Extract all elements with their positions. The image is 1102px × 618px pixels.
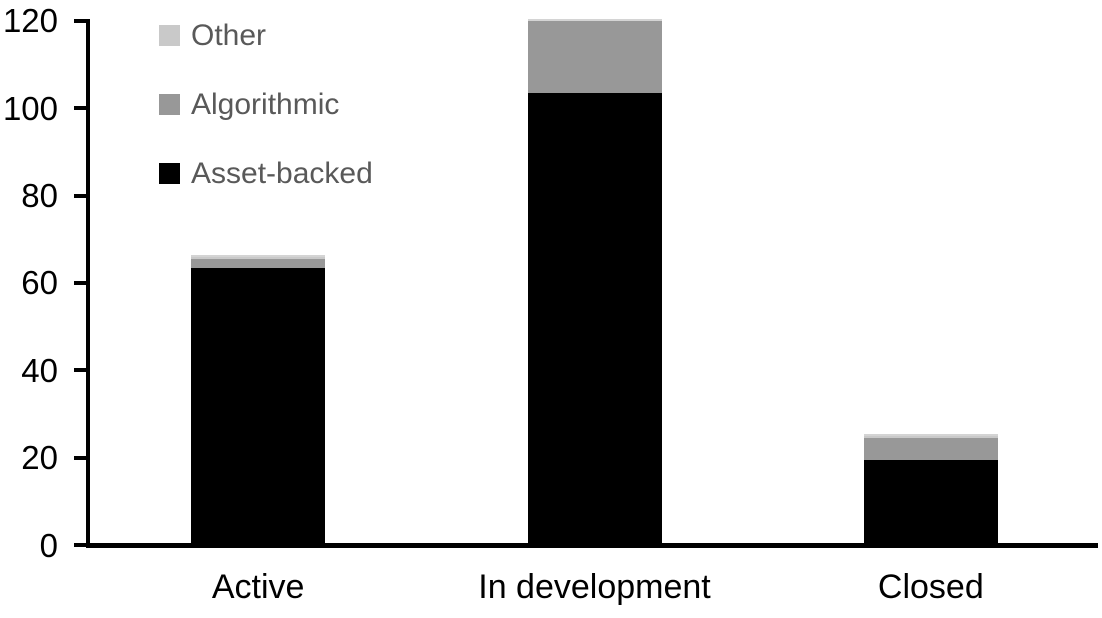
x-category-label-in-development: In development	[478, 568, 711, 606]
legend-item-other: Other	[159, 20, 373, 50]
y-tick-label-120: 120	[2, 2, 58, 40]
legend-swatch-other-icon	[159, 25, 180, 46]
y-tick	[74, 543, 88, 547]
y-tick-label-60: 60	[21, 264, 58, 302]
bar-segment-closed-asset-backed	[864, 460, 998, 543]
y-tick-label-80: 80	[21, 177, 58, 215]
legend-label-algorithmic: Algorithmic	[191, 87, 340, 121]
bar-segment-closed-algorithmic	[864, 438, 998, 461]
y-tick-label-100: 100	[2, 89, 58, 127]
bar-segment-active-other	[191, 254, 325, 260]
y-tick	[74, 280, 88, 285]
bar-segment-active-asset-backed	[191, 267, 325, 543]
y-tick-label-0: 0	[39, 526, 58, 564]
x-axis-line	[86, 543, 1098, 548]
bar-segment-active-algorithmic	[191, 259, 325, 268]
y-axis-line	[86, 19, 90, 548]
legend-item-asset-backed: Asset-backed	[159, 158, 373, 188]
legend-label-asset-backed: Asset-backed	[191, 156, 373, 190]
y-tick-label-40: 40	[21, 351, 58, 389]
y-tick-label-20: 20	[21, 439, 58, 477]
legend-item-algorithmic: Algorithmic	[159, 89, 373, 119]
y-tick	[74, 368, 88, 373]
bar-top-edge-closed	[864, 433, 998, 436]
bar-segment-in-development-asset-backed	[528, 93, 662, 543]
bar-top-edge-active	[191, 254, 325, 257]
y-tick	[74, 455, 88, 460]
bar-top-edge-in-development	[528, 18, 662, 21]
chart-legend: Other Algorithmic Asset-backed	[159, 20, 373, 188]
legend-label-other: Other	[191, 18, 267, 52]
y-tick	[74, 106, 88, 111]
y-tick	[74, 193, 88, 198]
legend-swatch-algorithmic-icon	[159, 94, 180, 115]
legend-swatch-asset-backed-icon	[159, 163, 180, 184]
bar-segment-closed-other	[864, 433, 998, 439]
x-category-label-closed: Closed	[877, 568, 984, 606]
bar-segment-in-development-algorithmic	[528, 18, 662, 94]
y-tick	[74, 18, 88, 23]
x-category-label-active: Active	[211, 568, 305, 606]
